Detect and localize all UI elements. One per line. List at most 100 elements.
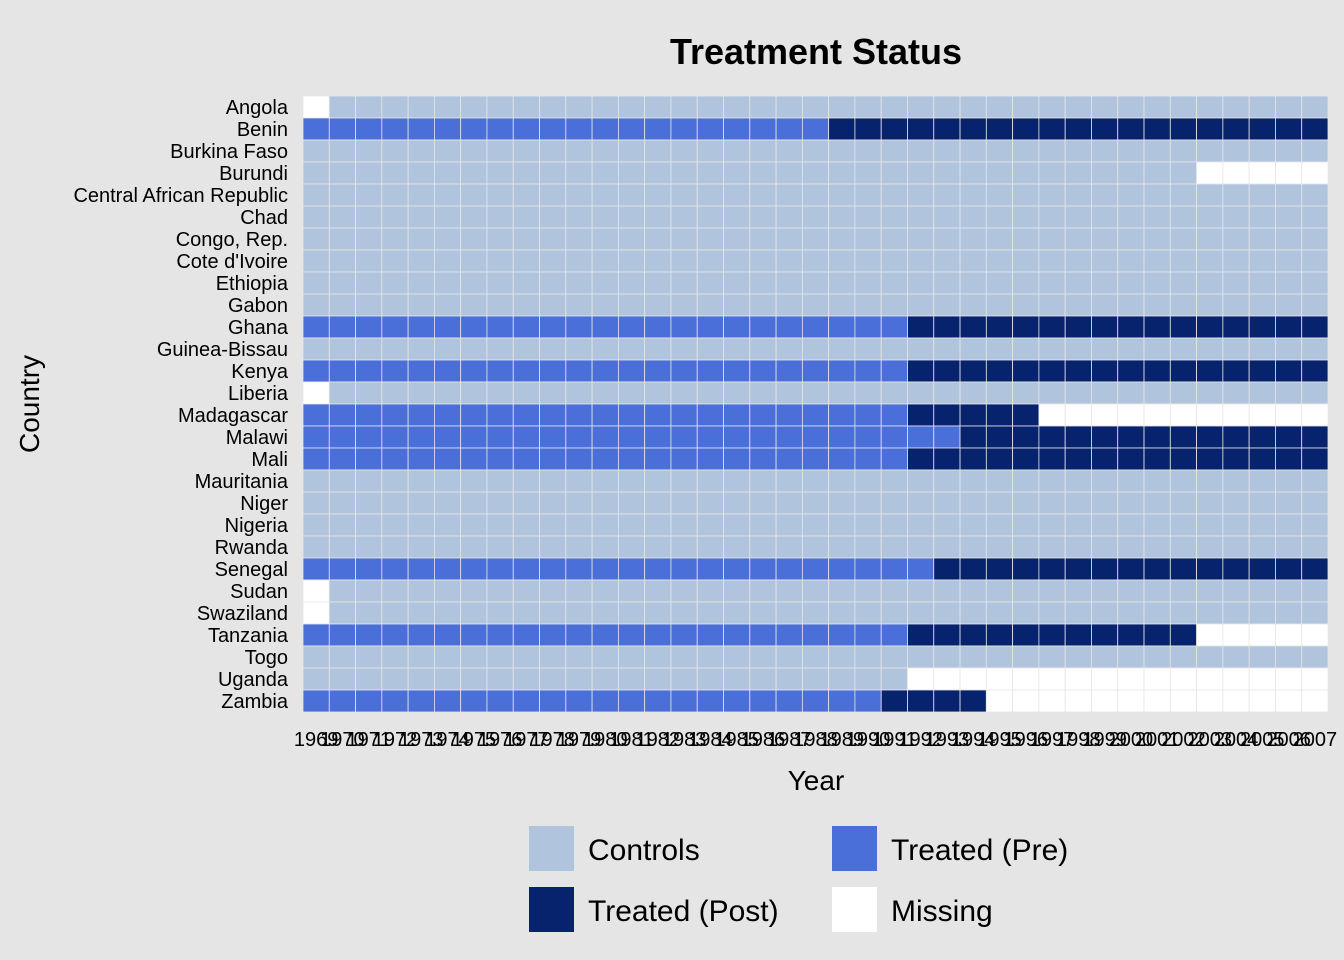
heatmap-cell — [880, 227, 908, 251]
heatmap-cell — [617, 579, 646, 603]
heatmap-cell — [407, 689, 435, 713]
heatmap-cell — [933, 623, 961, 647]
heatmap-cell — [617, 667, 646, 691]
heatmap-cell — [644, 117, 672, 141]
heatmap-cell — [723, 557, 751, 581]
heatmap-cell — [1222, 227, 1250, 251]
heatmap-cell — [460, 293, 488, 317]
heatmap-cell — [460, 205, 488, 229]
heatmap-cell — [512, 667, 540, 691]
heatmap-cell — [749, 513, 777, 537]
heatmap-cell — [749, 645, 777, 669]
heatmap-cell — [723, 513, 751, 537]
heatmap-cell — [355, 337, 383, 361]
heatmap-cell — [381, 183, 409, 207]
heatmap-cell — [1012, 535, 1040, 559]
heatmap-cell — [933, 117, 961, 141]
heatmap-cell — [1117, 645, 1145, 669]
heatmap-cell — [565, 447, 593, 471]
heatmap-cell — [407, 469, 435, 493]
heatmap-cell — [1169, 337, 1197, 361]
heatmap-cell — [565, 161, 593, 185]
heatmap-cell — [775, 513, 803, 537]
heatmap-cell — [460, 513, 488, 537]
heatmap-cell — [1117, 381, 1145, 405]
heatmap-cell — [723, 183, 751, 207]
heatmap-cell — [1038, 315, 1066, 339]
heatmap-cell — [565, 117, 593, 141]
heatmap-cell — [1117, 315, 1145, 339]
heatmap-cell — [591, 403, 619, 427]
heatmap-cell — [985, 359, 1014, 383]
y-tick-label: Uganda — [218, 669, 289, 691]
heatmap-cell — [381, 139, 409, 163]
heatmap-cell — [959, 183, 987, 207]
heatmap-cell — [880, 95, 908, 119]
heatmap-cell — [1301, 689, 1329, 713]
heatmap-cell — [644, 491, 672, 515]
heatmap-cell — [644, 557, 672, 581]
heatmap-cell — [486, 271, 514, 295]
heatmap-cell — [907, 623, 935, 647]
heatmap-cell — [670, 359, 698, 383]
heatmap-cell — [985, 293, 1014, 317]
heatmap-cell — [381, 491, 409, 515]
heatmap-cell — [1169, 645, 1197, 669]
heatmap-cell — [381, 469, 409, 493]
y-tick-label: Mauritania — [195, 471, 289, 493]
heatmap-cell — [696, 249, 724, 273]
heatmap-cell — [933, 447, 961, 471]
heatmap-cell — [617, 689, 646, 713]
heatmap-cell — [696, 293, 724, 317]
heatmap-cell — [302, 535, 330, 559]
heatmap-cell — [434, 95, 462, 119]
heatmap-cell — [749, 183, 777, 207]
heatmap-cell — [328, 95, 356, 119]
heatmap-cell — [1301, 337, 1329, 361]
heatmap-cell — [723, 139, 751, 163]
heatmap-cell — [460, 403, 488, 427]
heatmap-cell — [696, 623, 724, 647]
heatmap-cell — [1091, 557, 1119, 581]
x-tick-label: 1994 — [951, 729, 996, 751]
heatmap-cell — [1064, 315, 1092, 339]
heatmap-cell — [512, 293, 540, 317]
heatmap-cell — [565, 139, 593, 163]
heatmap-cell — [933, 183, 961, 207]
heatmap-cell — [591, 315, 619, 339]
heatmap-cell — [1143, 271, 1171, 295]
heatmap-cell — [407, 513, 435, 537]
heatmap-cell — [565, 469, 593, 493]
heatmap-cell — [828, 183, 856, 207]
heatmap-cell — [460, 359, 488, 383]
heatmap-cell — [1117, 117, 1145, 141]
heatmap-cell — [985, 601, 1014, 625]
heatmap-cell — [565, 95, 593, 119]
heatmap-cell — [460, 447, 488, 471]
heatmap-cell — [1143, 601, 1171, 625]
heatmap-cell — [959, 645, 987, 669]
heatmap-cell — [1169, 117, 1197, 141]
heatmap-cell — [723, 403, 751, 427]
heatmap-cell — [959, 271, 987, 295]
heatmap-cell — [907, 161, 935, 185]
heatmap-cell — [696, 117, 724, 141]
heatmap-cell — [1091, 447, 1119, 471]
heatmap-cell — [1064, 689, 1092, 713]
heatmap-cell — [1248, 469, 1276, 493]
heatmap-cell — [670, 513, 698, 537]
heatmap-cell — [880, 469, 908, 493]
heatmap-cell — [775, 381, 803, 405]
y-tick-label: Congo, Rep. — [176, 229, 288, 251]
heatmap-cell — [460, 645, 488, 669]
heatmap-cell — [854, 161, 882, 185]
heatmap-cell — [854, 205, 882, 229]
heatmap-cell — [617, 557, 646, 581]
heatmap-cell — [1091, 95, 1119, 119]
heatmap-cell — [512, 337, 540, 361]
heatmap-cell — [1196, 425, 1224, 449]
heatmap-cell — [1248, 95, 1276, 119]
heatmap-cell — [1143, 491, 1171, 515]
heatmap-cell — [460, 425, 488, 449]
